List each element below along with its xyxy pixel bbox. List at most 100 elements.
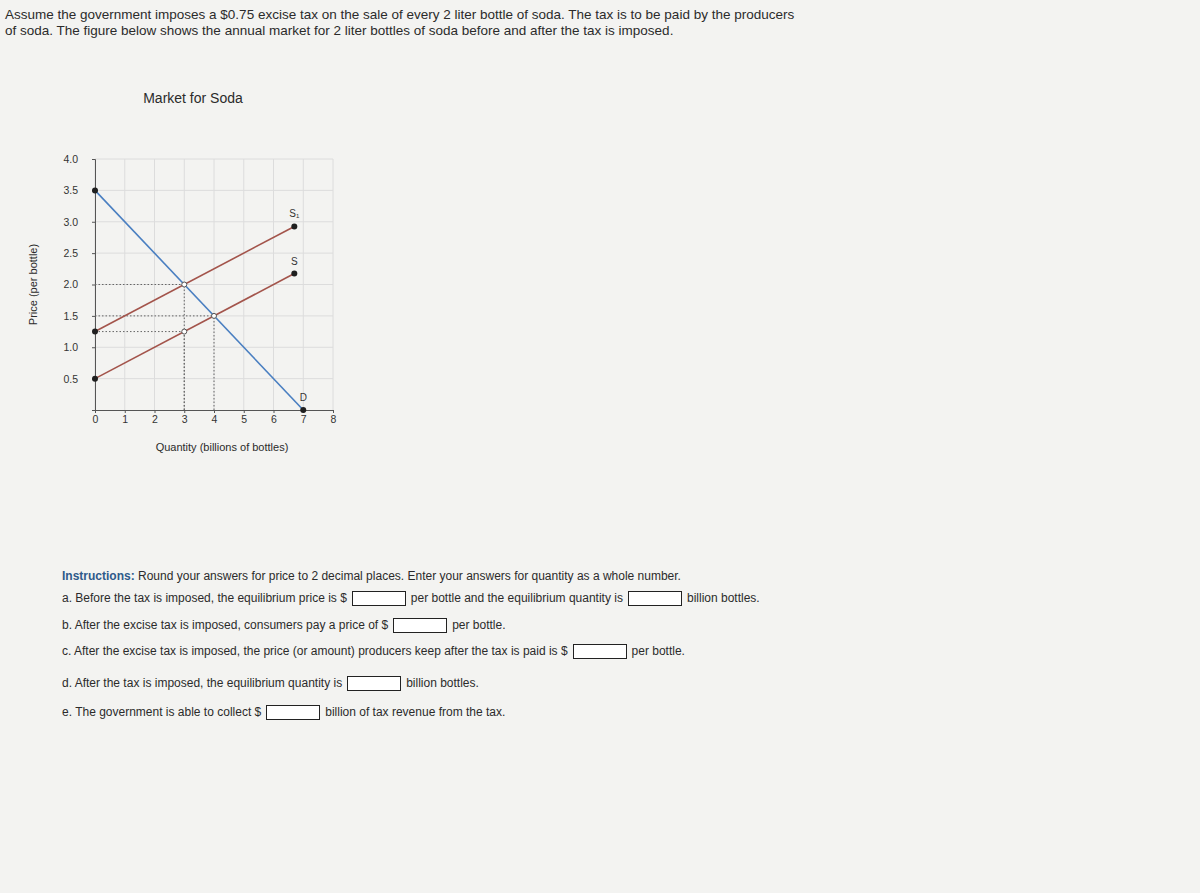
problem-text: Assume the government imposes a $0.75 ex… bbox=[5, 7, 794, 22]
y-tick: 2.5 bbox=[63, 247, 95, 259]
y-tick-label: 2.0 bbox=[63, 278, 78, 290]
y-tick-mark bbox=[92, 253, 95, 254]
y-axis-line bbox=[92, 160, 96, 411]
x-tick-label: 1 bbox=[122, 413, 128, 425]
chart-title: Market for Soda bbox=[143, 90, 243, 106]
x-tick: 3 bbox=[182, 410, 188, 425]
grid-line-x bbox=[243, 159, 244, 410]
y-tick-label: 3.5 bbox=[63, 184, 78, 196]
question: e. The government is able to collect $ bi… bbox=[62, 705, 505, 720]
x-tick-label: 5 bbox=[241, 413, 247, 425]
x-tick: 2 bbox=[152, 410, 158, 425]
y-axis-title: Price (per bottle) bbox=[27, 244, 39, 325]
y-tick: 4.0 bbox=[63, 153, 95, 165]
question-text: d. After the tax is imposed, the equilib… bbox=[62, 676, 342, 690]
guide-vertical bbox=[184, 332, 185, 410]
question-text: per bottle. bbox=[632, 644, 685, 658]
series-point bbox=[300, 407, 306, 413]
question-text: c. After the excise tax is imposed, the … bbox=[62, 644, 568, 658]
question-text: e. The government is able to collect $ bbox=[62, 705, 261, 719]
instructions: Instructions: Round your answers for pri… bbox=[62, 569, 681, 583]
x-tick: 1 bbox=[122, 410, 128, 425]
guide-horizontal bbox=[95, 315, 214, 316]
question-text: a. Before the tax is imposed, the equili… bbox=[62, 591, 347, 605]
question-text: per bottle and the equilibrium quantity … bbox=[411, 591, 623, 605]
series-label: S₁ bbox=[289, 208, 300, 219]
series-point bbox=[291, 271, 297, 277]
question-text: billion of tax revenue from the tax. bbox=[325, 705, 505, 719]
answer-box[interactable] bbox=[573, 644, 627, 659]
guide-point bbox=[182, 329, 187, 334]
y-tick: 3.0 bbox=[63, 216, 95, 228]
y-tick: 3.5 bbox=[63, 184, 95, 196]
x-tick: 5 bbox=[241, 410, 247, 425]
series-label: S bbox=[291, 256, 298, 267]
x-axis-title: Quantity (billions of bottles) bbox=[156, 441, 289, 453]
question: c. After the excise tax is imposed, the … bbox=[62, 644, 685, 659]
question-text: per bottle. bbox=[452, 618, 505, 632]
series-point bbox=[92, 187, 98, 193]
instructions-label: Instructions: bbox=[62, 569, 135, 583]
x-tick-label: 0 bbox=[93, 413, 99, 425]
y-tick-mark bbox=[92, 222, 95, 223]
y-tick-label: 1.5 bbox=[63, 310, 78, 322]
y-axis: 0.5 1.0 1.5 2.0 2.5 3.0 3.5 4.0 bbox=[63, 153, 95, 411]
series-line bbox=[95, 226, 294, 331]
problem-text: of soda. The figure below shows the annu… bbox=[5, 23, 673, 38]
grid-line-x bbox=[333, 159, 334, 410]
y-tick-mark bbox=[92, 285, 95, 286]
y-tick: 1.5 bbox=[63, 310, 95, 322]
question: a. Before the tax is imposed, the equili… bbox=[62, 591, 760, 606]
series-point bbox=[291, 223, 297, 229]
answer-box[interactable] bbox=[352, 591, 406, 606]
x-tick: 8 bbox=[331, 410, 337, 425]
series-point bbox=[92, 376, 98, 382]
y-tick-mark bbox=[92, 347, 95, 348]
x-tick-label: 6 bbox=[271, 413, 277, 425]
answer-box[interactable] bbox=[266, 705, 320, 720]
question-text: billion bottles. bbox=[687, 591, 760, 605]
x-tick-label: 4 bbox=[212, 413, 218, 425]
x-axis: 0 1 2 3 4 5 6 7 8 bbox=[93, 410, 337, 425]
y-tick-label: 0.5 bbox=[63, 372, 78, 384]
x-tick-label: 8 bbox=[331, 413, 337, 425]
series-point bbox=[92, 329, 98, 335]
y-tick-mark bbox=[92, 159, 95, 160]
series-label: D bbox=[300, 392, 307, 403]
grid bbox=[95, 159, 333, 410]
answer-box[interactable] bbox=[628, 591, 682, 606]
x-tick: 4 bbox=[212, 410, 218, 425]
guide-vertical bbox=[214, 316, 215, 410]
guide-point bbox=[182, 282, 187, 287]
x-tick-label: 7 bbox=[301, 413, 307, 425]
x-tick-label: 3 bbox=[182, 413, 188, 425]
y-tick-label: 1.0 bbox=[63, 341, 78, 353]
guide-horizontal bbox=[95, 284, 184, 285]
grid-line-x bbox=[303, 159, 304, 410]
x-tick-label: 2 bbox=[152, 413, 158, 425]
answer-box[interactable] bbox=[393, 618, 447, 633]
instructions-text: Round your answers for price to 2 decima… bbox=[138, 569, 681, 583]
x-tick: 0 bbox=[93, 410, 99, 425]
grid-line-x bbox=[214, 159, 215, 410]
y-tick-label: 4.0 bbox=[63, 153, 78, 165]
question-text: billion bottles. bbox=[406, 676, 479, 690]
y-tick-label: 2.5 bbox=[63, 247, 78, 259]
chart-svg: Market for Soda 0 1 2 3 4 5 6 7 8 0.5 1.0 1.5 2.0 2.5 3… bbox=[0, 0, 1200, 460]
y-tick: 2.0 bbox=[63, 278, 95, 290]
guide-horizontal bbox=[95, 331, 184, 332]
answer-box[interactable] bbox=[347, 676, 401, 691]
series-line bbox=[95, 274, 294, 379]
question: b. After the excise tax is imposed, cons… bbox=[62, 618, 506, 633]
question-text: b. After the excise tax is imposed, cons… bbox=[62, 618, 388, 632]
y-tick-mark bbox=[92, 316, 95, 317]
y-tick: 0.5 bbox=[63, 372, 95, 384]
y-tick-label: 3.0 bbox=[63, 216, 78, 228]
series-line bbox=[95, 190, 303, 410]
plot-area bbox=[92, 187, 306, 413]
guide-vertical bbox=[184, 285, 185, 411]
guide-point bbox=[212, 313, 217, 318]
question: d. After the tax is imposed, the equilib… bbox=[62, 676, 479, 691]
x-tick: 6 bbox=[271, 410, 277, 425]
y-tick: 1.0 bbox=[63, 341, 95, 353]
